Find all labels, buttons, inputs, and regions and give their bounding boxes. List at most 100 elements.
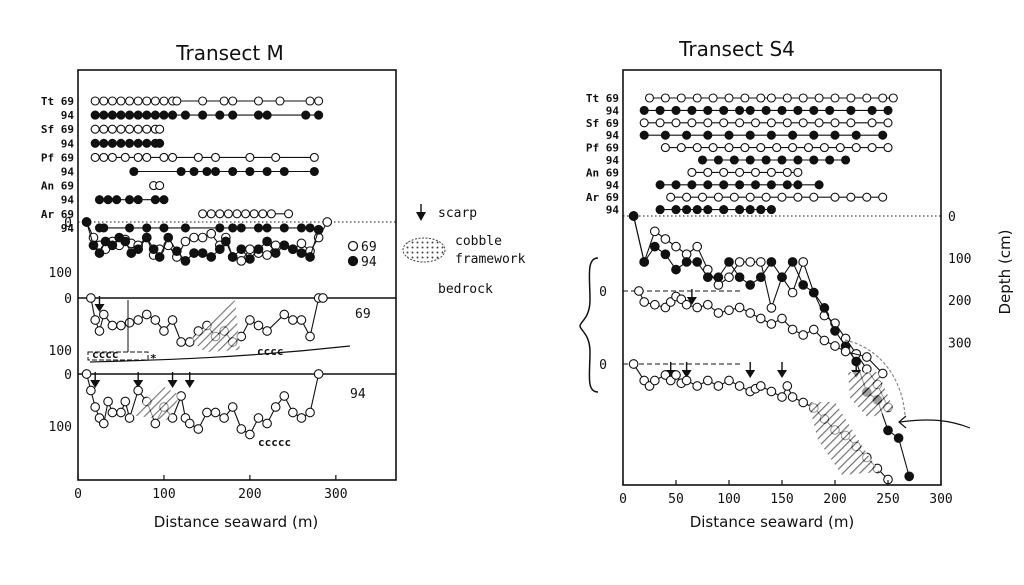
transect-m-panel-label-69: 69 <box>355 307 371 322</box>
scarp-arrowhead <box>167 380 178 388</box>
species-occurrence-point <box>708 93 718 103</box>
profile_94-point <box>628 359 639 369</box>
species-occurrence-point <box>888 93 898 103</box>
series-point-94 <box>777 272 787 283</box>
profile_94-point <box>692 381 703 391</box>
series-point-94 <box>120 236 131 247</box>
species-occurrence-point <box>766 93 776 103</box>
profile_69-point <box>724 305 734 316</box>
profile_69-point <box>808 324 819 335</box>
series-point-69 <box>734 257 745 267</box>
species-occurrence-point <box>883 118 893 128</box>
species-occurrence-point <box>159 152 169 162</box>
species-occurrence-point <box>671 205 681 215</box>
species-occurrence-point <box>120 152 130 162</box>
species-occurrence-point <box>766 205 776 215</box>
species-occurrence-point <box>107 138 117 148</box>
species-occurrence-point <box>262 110 272 120</box>
species-occurrence-point <box>142 152 152 162</box>
profile_69-point <box>305 331 315 342</box>
species-occurrence-point <box>90 96 100 106</box>
scarp-arrowhead <box>133 380 144 388</box>
transect-m-profile-69 <box>86 293 328 388</box>
species-occurrence-point <box>793 192 803 202</box>
transect-s4-ylabel: Depth (cm) <box>996 229 1014 314</box>
species-occurrence-point <box>90 138 100 148</box>
species-occurrence-point <box>305 223 315 233</box>
series-point-94 <box>107 240 118 251</box>
species-occurrence-point <box>314 110 324 120</box>
legend: scarp cobble framework bedrock 69 94 <box>347 204 526 297</box>
species-occurrence-point <box>798 93 808 103</box>
species-occurrence-point <box>155 138 165 148</box>
species-occurrence-point <box>703 105 713 115</box>
transect-m-bedrock-hatch-69 <box>190 300 240 352</box>
series-point-94 <box>163 232 174 243</box>
series-point-69 <box>262 250 272 260</box>
species-occurrence-point <box>666 192 676 202</box>
profile_69-point <box>830 341 840 351</box>
transect-m-frame <box>77 69 397 481</box>
species-occurrence-point <box>309 152 319 162</box>
profile_94-point <box>253 413 264 423</box>
series-point-94 <box>214 244 225 255</box>
species-occurrence-point <box>90 152 100 162</box>
species-occurrence-point <box>159 96 169 106</box>
profile_69-point <box>639 297 650 307</box>
species-occurrence-point <box>236 223 246 233</box>
series-point-94 <box>628 211 639 221</box>
species-occurrence-point <box>228 110 238 120</box>
transect-m-panel-label-94: 94 <box>350 387 366 402</box>
transect-s4-zero-label-69: 0 <box>599 285 607 300</box>
series-point-94 <box>755 272 766 283</box>
profile_94-point <box>782 381 793 391</box>
species-occurrence-point <box>253 96 264 106</box>
y-tick-label: 200 <box>948 294 971 309</box>
profile_69-point <box>745 308 756 318</box>
profile_94-point <box>245 429 255 440</box>
series-line-94 <box>633 215 910 477</box>
profile_69-point <box>819 335 830 346</box>
transect-m-profile-94 <box>81 369 324 440</box>
species-occurrence-point <box>756 143 766 153</box>
series-point-94 <box>180 256 191 266</box>
profile_69-point <box>649 299 660 310</box>
species-occurrence-point <box>671 180 681 190</box>
profile_94-point <box>202 407 212 418</box>
profile_69-point <box>861 352 872 362</box>
profile_69-point <box>296 315 307 325</box>
profile_94-point <box>86 385 96 396</box>
transect-s4-depth-series <box>628 211 915 482</box>
species-occurrence-point <box>305 96 315 106</box>
x-tick-label: 200 <box>823 492 846 507</box>
x-tick-label: 0 <box>74 487 82 502</box>
species-row-label: 94 <box>61 137 75 150</box>
species-occurrence-point <box>142 138 152 148</box>
species-row-label: 94 <box>61 166 75 179</box>
species-occurrence-point <box>232 209 242 219</box>
species-occurrence-point <box>228 223 238 233</box>
scarp-arrowhead <box>90 380 101 388</box>
species-row-label: Pf 69 <box>586 142 619 155</box>
species-occurrence-point <box>159 223 169 233</box>
species-occurrence-point <box>724 143 734 153</box>
profile_94-point <box>103 396 113 407</box>
x-tick-label: 300 <box>929 492 952 507</box>
species-occurrence-point <box>697 192 708 202</box>
species-occurrence-point <box>830 118 840 128</box>
transect-m-depth-series <box>81 217 333 266</box>
species-occurrence-point <box>133 152 143 162</box>
x-tick-label: 100 <box>717 492 740 507</box>
species-occurrence-point <box>772 143 782 153</box>
profile_94-point <box>649 375 660 386</box>
species-occurrence-point <box>777 155 787 165</box>
species-occurrence-point <box>835 143 845 153</box>
species-occurrence-point <box>125 138 135 148</box>
species-occurrence-point <box>793 167 803 177</box>
series-point-94 <box>893 433 904 443</box>
transect-s4-profile-69 <box>634 286 888 379</box>
species-occurrence-point <box>271 152 281 162</box>
series-point-94 <box>734 272 745 283</box>
species-occurrence-point <box>198 96 208 106</box>
